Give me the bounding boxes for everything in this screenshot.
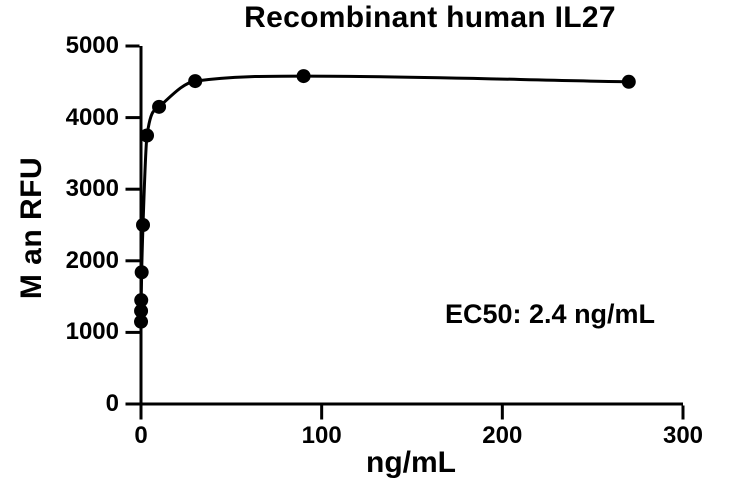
y-tick-label: 0 xyxy=(105,390,119,417)
data-point xyxy=(136,218,151,232)
x-tick-label: 200 xyxy=(482,422,523,449)
data-point xyxy=(134,265,149,280)
fit-curve xyxy=(139,74,631,324)
data-point xyxy=(188,74,203,89)
chart-title: Recombinant human IL27 xyxy=(244,1,616,34)
data-point xyxy=(134,314,149,329)
x-tick-label: 300 xyxy=(662,422,704,449)
x-tick-label: 100 xyxy=(301,422,342,449)
data-point xyxy=(296,69,311,84)
y-tick-label: 1000 xyxy=(65,318,119,346)
y-tick-label: 3000 xyxy=(65,175,119,203)
x-tick-label: 0 xyxy=(134,422,148,449)
data-point xyxy=(152,99,167,114)
x-axis-label: ng/mL xyxy=(366,446,456,479)
data-point xyxy=(134,303,149,318)
y-tick-label: 2000 xyxy=(65,246,119,274)
data-point xyxy=(134,293,149,308)
data-point xyxy=(140,128,155,143)
ec50-annotation: EC50: 2.4 ng/mL xyxy=(445,299,656,329)
y-tick-label: 4000 xyxy=(65,103,119,131)
y-tick-label: 5000 xyxy=(65,32,119,59)
data-point xyxy=(621,74,636,89)
